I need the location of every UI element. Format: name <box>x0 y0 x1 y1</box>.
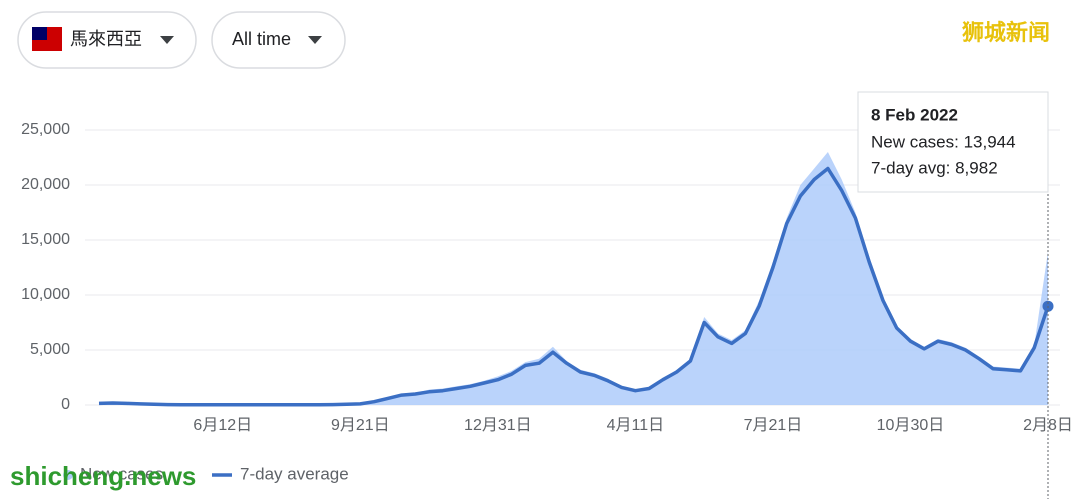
tooltip-new: New cases: 13,944 <box>871 132 1016 151</box>
arrow <box>308 36 322 44</box>
watermark: shicheng.news <box>10 461 196 491</box>
flag-canton <box>32 27 47 40</box>
legend-label: 7-day average <box>240 464 349 483</box>
arrow <box>160 36 174 44</box>
region-dropdown[interactable] <box>17 11 197 69</box>
watermark: 狮城新闻 <box>962 20 1050 45</box>
range-dropdown[interactable] <box>211 11 346 69</box>
x-tick-label: 6月12日 <box>193 417 252 434</box>
region-label: 馬來西亞 <box>70 29 142 49</box>
y-tick-label: 15,000 <box>21 231 70 248</box>
legend-swatch <box>63 470 73 480</box>
tooltip-date: 8 Feb 2022 <box>871 105 958 124</box>
x-tick-label: 9月21日 <box>331 417 390 434</box>
y-tick-label: 25,000 <box>21 121 70 138</box>
range-label: All time <box>232 29 291 49</box>
tooltip-avg: 7-day avg: 8,982 <box>871 158 998 177</box>
y-tick-label: 0 <box>61 396 70 413</box>
avg-line <box>98 166 1050 407</box>
x-tick-label: 2月8日 <box>1023 417 1073 434</box>
y-tick-label: 20,000 <box>21 176 70 193</box>
y-tick-label: 10,000 <box>21 286 70 303</box>
x-tick-label: 12月31日 <box>464 417 532 434</box>
x-tick-label: 10月30日 <box>877 417 945 434</box>
tooltip <box>857 91 1049 193</box>
x-tick-label: 4月11日 <box>607 417 665 434</box>
x-tick-label: 7月21日 <box>744 417 803 434</box>
legend-label: New cases <box>80 464 163 483</box>
y-tick-label: 5,000 <box>30 341 70 358</box>
new-cases-area <box>99 152 1048 405</box>
